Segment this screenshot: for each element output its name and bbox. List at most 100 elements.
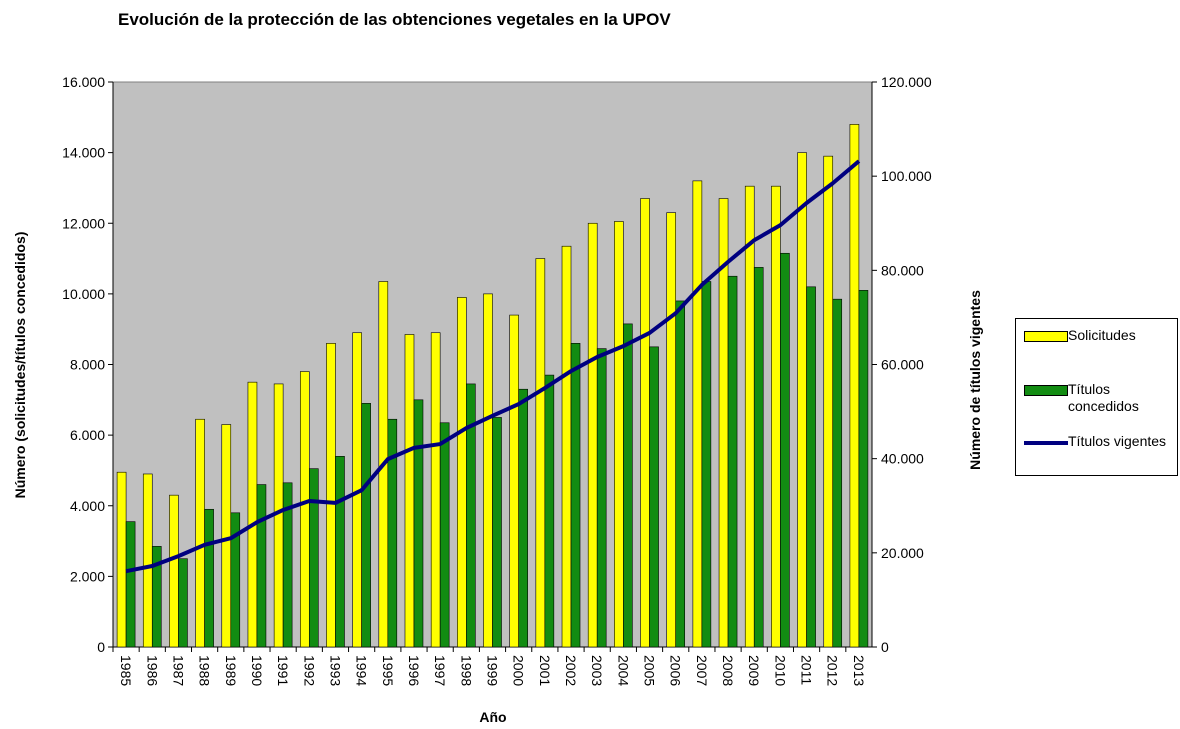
y-tick-label: 6.000	[70, 427, 105, 443]
legend-label: Solicitudes	[1068, 327, 1136, 343]
x-tick-label: 1995	[380, 655, 396, 686]
legend-item: Solicitudes	[1024, 327, 1168, 344]
x-tick-label: 1990	[249, 655, 265, 686]
legend-item: Títulos concedidos	[1024, 381, 1168, 415]
bar	[142, 473, 153, 648]
x-tick-label: 1991	[275, 655, 291, 686]
y2-tick-label: 20.000	[881, 545, 924, 561]
bar	[727, 275, 738, 648]
bar	[116, 471, 127, 648]
bar	[858, 290, 869, 648]
x-tick-label: 1993	[327, 655, 343, 686]
x-tick-label: 1988	[197, 655, 213, 686]
y-tick-label: 0	[97, 639, 105, 655]
x-tick-label: 1998	[458, 655, 474, 686]
y2-tick-label: 120.000	[881, 74, 932, 90]
bar	[247, 381, 258, 648]
bar	[675, 300, 686, 648]
bar	[195, 418, 205, 648]
bar	[204, 508, 214, 648]
bar	[544, 374, 555, 648]
bar	[797, 152, 807, 648]
y2-tick-label: 0	[881, 639, 889, 655]
x-tick-label: 2011	[799, 655, 815, 685]
bar	[509, 314, 519, 648]
legend-swatch	[1024, 385, 1068, 396]
line	[125, 159, 861, 574]
bar	[326, 343, 336, 648]
x-axis-label: Año	[479, 709, 506, 725]
x-tick-label: 1999	[485, 655, 501, 686]
bar	[387, 418, 398, 648]
y2-axis-label: Número de títulos vigentes	[967, 290, 983, 470]
bar	[596, 348, 607, 648]
x-tick-label: 2013	[851, 655, 867, 686]
bar	[335, 456, 345, 648]
bar	[623, 323, 633, 648]
bar	[587, 222, 598, 648]
bar	[439, 422, 450, 648]
y-tick-label: 14.000	[62, 145, 105, 161]
bar	[230, 512, 241, 648]
x-tick-label: 2001	[537, 655, 553, 686]
y2-tick-label: 80.000	[881, 262, 924, 278]
bar	[753, 267, 764, 648]
bar	[125, 521, 136, 648]
bar	[169, 494, 179, 648]
bar	[151, 546, 162, 648]
legend-label: Títulos vigentes	[1068, 433, 1167, 449]
bar	[640, 198, 650, 648]
bar	[666, 212, 677, 648]
bar	[299, 371, 310, 648]
x-tick-label: 1992	[301, 655, 317, 686]
bar	[404, 334, 415, 648]
y-tick-label: 4.000	[70, 498, 105, 514]
bar	[178, 558, 188, 648]
legend-swatch	[1024, 441, 1068, 445]
x-tick-label: 2009	[746, 655, 762, 686]
bar	[561, 245, 572, 648]
y-tick-label: 8.000	[70, 357, 105, 373]
bar	[430, 332, 441, 648]
bar	[701, 281, 712, 648]
x-tick-label: 2002	[563, 655, 579, 686]
y-tick-label: 2.000	[70, 568, 105, 584]
bar	[535, 258, 546, 648]
legend: Solicitudes Títulos concedidos Títulos vig…	[1015, 318, 1178, 476]
bar	[771, 185, 781, 648]
bar	[483, 293, 493, 648]
chart-title: Evolución de la protección de las obtenc…	[118, 10, 671, 29]
bar	[744, 185, 755, 648]
bar	[221, 424, 232, 648]
bar	[282, 482, 293, 648]
x-tick-label: 2003	[589, 655, 605, 686]
x-tick-label: 2010	[772, 655, 788, 686]
bar	[457, 297, 467, 648]
y-tick-label: 10.000	[62, 286, 105, 302]
x-tick-label: 1986	[144, 655, 160, 686]
y-tick-label: 16.000	[62, 74, 105, 90]
x-tick-label: 2000	[511, 655, 527, 686]
bar	[780, 252, 790, 648]
x-tick-label: 1985	[118, 655, 134, 686]
x-tick-label: 2005	[642, 655, 658, 686]
y-axis-label: Número (solicitudes/títulos concedidos)	[12, 232, 28, 499]
x-tick-label: 1987	[170, 655, 186, 686]
x-tick-label: 2006	[668, 655, 684, 686]
bar	[361, 403, 371, 648]
bar	[806, 286, 816, 648]
bar	[492, 417, 502, 648]
x-tick-label: 2012	[825, 655, 841, 686]
x-tick-label: 1996	[406, 655, 422, 686]
bar	[849, 124, 860, 648]
bar	[518, 388, 528, 648]
x-tick-label: 2007	[694, 655, 710, 686]
legend-item: Títulos vigentes	[1024, 433, 1168, 450]
legend-swatch	[1024, 331, 1068, 342]
bar	[649, 346, 659, 648]
bar	[256, 484, 267, 648]
x-tick-label: 1989	[223, 655, 239, 686]
bar	[308, 468, 319, 648]
